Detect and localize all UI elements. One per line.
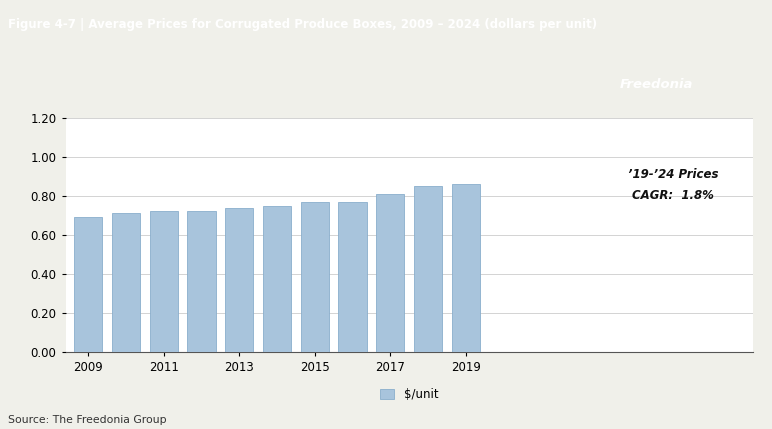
Bar xyxy=(414,186,442,352)
Text: Freedonia: Freedonia xyxy=(620,79,693,91)
Text: CAGR:  1.8%: CAGR: 1.8% xyxy=(632,190,714,202)
Bar xyxy=(225,208,253,352)
Bar xyxy=(74,218,103,352)
Bar xyxy=(150,211,178,352)
Bar xyxy=(338,202,367,352)
Text: Figure 4-7 | Average Prices for Corrugated Produce Boxes, 2009 – 2024 (dollars p: Figure 4-7 | Average Prices for Corrugat… xyxy=(8,18,597,31)
Bar xyxy=(376,194,405,352)
Bar xyxy=(452,184,480,352)
Text: ’19-’24 Prices: ’19-’24 Prices xyxy=(628,168,719,181)
Bar xyxy=(112,214,141,352)
Bar xyxy=(300,202,329,352)
Bar xyxy=(263,205,291,352)
Text: Source: The Freedonia Group: Source: The Freedonia Group xyxy=(8,415,166,425)
Bar xyxy=(188,211,215,352)
Legend: $/unit: $/unit xyxy=(375,383,443,405)
Bar xyxy=(753,169,772,352)
